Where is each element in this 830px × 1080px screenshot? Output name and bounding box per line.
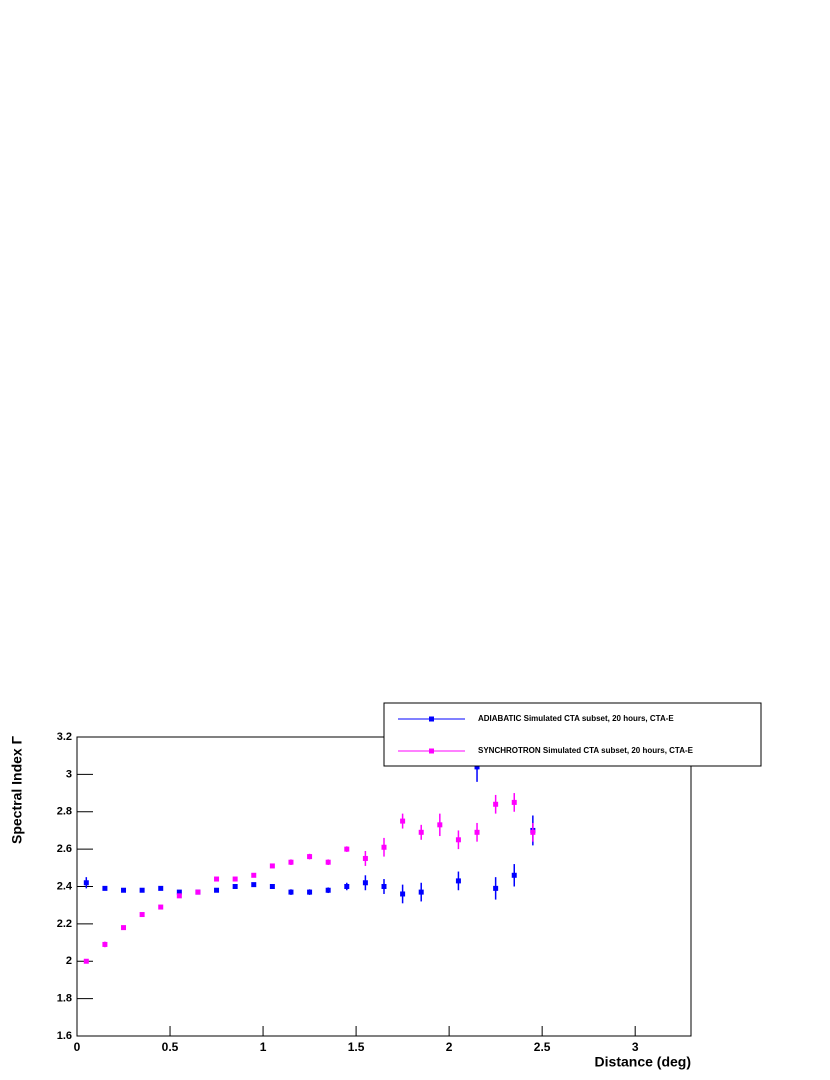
marker	[381, 884, 387, 889]
marker	[418, 889, 424, 895]
marker	[176, 893, 182, 899]
marker	[437, 822, 443, 828]
y-tick-label: 3	[66, 768, 72, 780]
marker	[83, 958, 89, 964]
marker	[158, 904, 164, 910]
marker	[455, 837, 461, 843]
y-axis-label: Spectral Index Γ	[9, 735, 25, 844]
marker	[251, 872, 257, 878]
marker	[400, 891, 406, 897]
marker	[269, 863, 275, 869]
marker	[83, 880, 89, 886]
x-tick-label: 1.5	[348, 1040, 365, 1054]
marker	[530, 829, 536, 835]
marker	[362, 880, 368, 886]
marker	[511, 799, 517, 805]
marker	[139, 912, 145, 918]
marker	[307, 854, 313, 860]
marker	[195, 889, 201, 895]
x-tick-label: 3	[632, 1040, 639, 1054]
marker	[232, 884, 238, 889]
y-tick-label: 2.4	[57, 880, 73, 892]
x-tick-label: 0.5	[162, 1040, 179, 1054]
marker	[493, 801, 499, 807]
marker	[307, 889, 313, 895]
marker	[232, 876, 238, 882]
legend-marker	[429, 716, 434, 722]
marker	[493, 885, 499, 891]
y-tick-label: 2.2	[57, 918, 72, 930]
y-tick-label: 1.8	[57, 993, 72, 1005]
marker	[418, 829, 424, 835]
marker	[288, 889, 294, 895]
x-tick-label: 2	[446, 1040, 453, 1054]
y-tick-label: 2	[66, 955, 72, 967]
marker	[269, 884, 275, 889]
marker	[474, 829, 480, 835]
legend-label: SYNCHROTRON Simulated CTA subset, 20 hou…	[478, 746, 694, 755]
marker	[344, 846, 350, 852]
marker	[251, 882, 257, 888]
marker	[121, 887, 127, 893]
marker	[176, 889, 182, 895]
marker	[121, 925, 127, 931]
marker	[139, 887, 145, 893]
y-tick-label: 3.2	[57, 731, 72, 743]
marker	[344, 884, 350, 889]
marker	[325, 887, 331, 893]
marker	[102, 885, 108, 891]
y-tick-label: 1.6	[57, 1030, 72, 1042]
legend-label: ADIABATIC Simulated CTA subset, 20 hours…	[478, 714, 674, 723]
legend-marker	[429, 748, 434, 754]
marker	[214, 876, 220, 882]
marker	[288, 859, 294, 865]
x-tick-label: 0	[74, 1040, 81, 1054]
marker	[400, 818, 406, 824]
marker	[214, 887, 220, 893]
marker	[158, 885, 164, 891]
marker	[455, 878, 461, 884]
marker	[474, 764, 480, 770]
marker	[325, 859, 331, 865]
legend-box	[383, 702, 762, 767]
marker	[362, 855, 368, 861]
y-tick-label: 2.8	[57, 806, 72, 818]
marker	[381, 844, 387, 850]
y-tick-label: 2.6	[57, 843, 72, 855]
marker	[511, 872, 517, 878]
x-axis-label: Distance (deg)	[595, 1054, 691, 1070]
marker	[102, 941, 108, 947]
x-tick-label: 1	[260, 1040, 267, 1054]
x-tick-label: 2.5	[534, 1040, 551, 1054]
